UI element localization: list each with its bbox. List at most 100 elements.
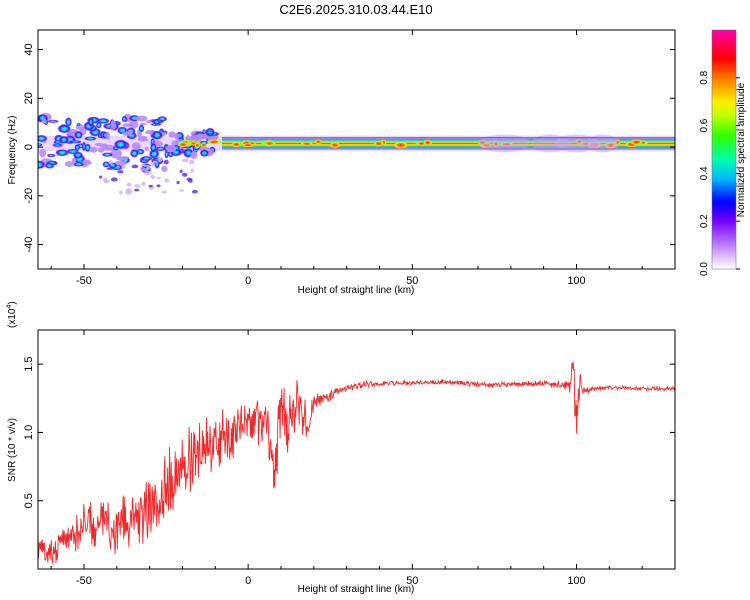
y-tick-label: 1.5 bbox=[23, 356, 35, 371]
spectrogram-blob bbox=[145, 119, 152, 124]
spectrogram-blob bbox=[58, 135, 70, 144]
spectrogram-blob bbox=[97, 147, 105, 153]
y-tick-label: -20 bbox=[23, 188, 35, 204]
spectrogram-tail bbox=[186, 177, 193, 181]
spectrogram-blob bbox=[41, 118, 47, 124]
colorbar-tick-label: 0.2 bbox=[699, 214, 710, 228]
spectrogram-tail bbox=[141, 181, 146, 186]
spectrogram-blob bbox=[101, 152, 114, 157]
spectrogram-blob bbox=[82, 159, 91, 166]
spectrogram-bulge bbox=[586, 134, 619, 153]
spectrogram-blob bbox=[95, 121, 102, 129]
x-tick-label: -50 bbox=[76, 575, 92, 587]
spectrogram-blob bbox=[76, 122, 81, 127]
spectrogram-tail bbox=[109, 160, 114, 165]
spectrogram-tail bbox=[148, 184, 153, 188]
spectrogram-blob bbox=[102, 161, 111, 168]
snr-y-label: SNR (10 * v/v) bbox=[7, 418, 18, 482]
spectrogram-blob bbox=[138, 135, 148, 141]
spectrogram-blob bbox=[204, 130, 215, 135]
colorbar: 0.0 0.2 0.4 0.6 0.8 Normalized spectral ampl… bbox=[699, 29, 747, 276]
spectrogram-blob bbox=[190, 151, 198, 160]
spectrogram-blob bbox=[116, 157, 128, 161]
spectrogram-blob bbox=[72, 151, 84, 159]
spectrogram-tail bbox=[141, 163, 146, 167]
spectrogram-bulge bbox=[554, 134, 599, 153]
spectrogram-blob bbox=[99, 143, 109, 148]
spectrogram-tail bbox=[181, 158, 189, 163]
spectrogram-blob bbox=[81, 141, 87, 152]
spectrogram-tail bbox=[134, 188, 140, 192]
spectrogram-blob bbox=[121, 131, 132, 136]
snr-y-multiplier: (x104) bbox=[6, 301, 18, 328]
colorbar-frame bbox=[711, 29, 737, 270]
spectrogram-blob bbox=[39, 148, 47, 158]
spectrogram-blob bbox=[64, 117, 72, 127]
spectrogram-blob bbox=[72, 161, 85, 167]
spectrogram-tail bbox=[176, 180, 180, 185]
y-tick-label: 0 bbox=[23, 144, 35, 150]
colorbar-gradient bbox=[712, 30, 736, 269]
spectrogram-blob bbox=[105, 131, 111, 141]
colorbar-label: Normalized spectral amplitude bbox=[736, 82, 747, 217]
spectrogram-blob bbox=[83, 136, 97, 141]
spectrogram-blob bbox=[74, 130, 83, 140]
spectrogram-tail bbox=[125, 188, 132, 193]
spectrogram-blob bbox=[89, 146, 98, 153]
spectrogram-y-label: Frequency (Hz) bbox=[7, 116, 18, 185]
x-tick-label: 50 bbox=[406, 275, 418, 287]
spectrogram-blob bbox=[129, 148, 139, 158]
spectrogram-tail bbox=[188, 159, 195, 165]
spectrogram-hotspot bbox=[231, 141, 242, 148]
colorbar-ticks: 0.0 0.2 0.4 0.6 0.8 bbox=[699, 70, 740, 276]
spectrogram-tail bbox=[157, 157, 163, 162]
spectrogram-tail bbox=[102, 177, 108, 183]
spectrogram-hotspot bbox=[200, 142, 208, 148]
spectrogram-tail bbox=[179, 169, 183, 174]
snr-chart: -50 0 50 100 0.5 1.0 1.5 Height of straight li… bbox=[6, 301, 676, 595]
spectrogram-tail bbox=[179, 189, 184, 192]
spectrogram-blob bbox=[47, 119, 59, 123]
spectrogram-hotspot bbox=[263, 141, 276, 146]
y-tick-label: 40 bbox=[23, 43, 35, 55]
figure-title: C2E6.2025.310.03.44.E10 bbox=[279, 2, 432, 17]
spectrogram-blob bbox=[155, 146, 167, 152]
spectrogram-tail bbox=[99, 175, 103, 179]
spectrogram-tail bbox=[156, 184, 161, 188]
spectrogram-blob bbox=[150, 142, 157, 153]
spectrogram-blob bbox=[113, 139, 128, 150]
spectrogram-blob bbox=[87, 117, 95, 127]
spectrogram-hotspot bbox=[207, 139, 222, 145]
colorbar-tick-label: 0.8 bbox=[699, 70, 710, 84]
spectrogram-blob bbox=[46, 153, 56, 158]
spectrogram-blob bbox=[44, 162, 55, 169]
spectrogram-tail bbox=[163, 159, 169, 165]
spectrogram-tail bbox=[119, 190, 123, 195]
y-tick-label: 1.0 bbox=[23, 425, 35, 440]
colorbar-tick-label: 0.6 bbox=[699, 118, 710, 132]
spectrogram-hotspot bbox=[241, 143, 255, 148]
spectrogram-blob bbox=[64, 161, 75, 167]
spectrogram-blob bbox=[199, 149, 210, 157]
spectrogram-blob bbox=[38, 143, 43, 147]
spectrogram-blob bbox=[68, 140, 82, 144]
spectrogram-tail bbox=[150, 161, 155, 167]
spectrogram-chart: -50 0 50 100 -40 -20 0 20 40 Height of straight … bbox=[7, 29, 676, 296]
spectrogram-band bbox=[221, 138, 675, 149]
x-tick-label: -50 bbox=[76, 275, 92, 287]
spectrogram-tail bbox=[134, 184, 140, 188]
spectrogram-frame bbox=[37, 29, 676, 270]
spectrogram-blob bbox=[110, 120, 116, 130]
spectrogram-tail bbox=[150, 175, 156, 179]
spectrogram-blob bbox=[55, 149, 70, 157]
spectrogram-hotspot bbox=[423, 139, 433, 146]
spectrogram-blob bbox=[174, 133, 180, 140]
snr-x-label: Height of straight line (km) bbox=[298, 584, 415, 595]
spectrogram-tail bbox=[106, 167, 114, 171]
x-tick-label: 0 bbox=[245, 275, 251, 287]
spectrogram-tail bbox=[131, 164, 139, 169]
spectrogram-hotspot bbox=[314, 139, 323, 145]
spectrogram-blob bbox=[38, 160, 46, 170]
x-tick-label: 0 bbox=[245, 575, 251, 587]
